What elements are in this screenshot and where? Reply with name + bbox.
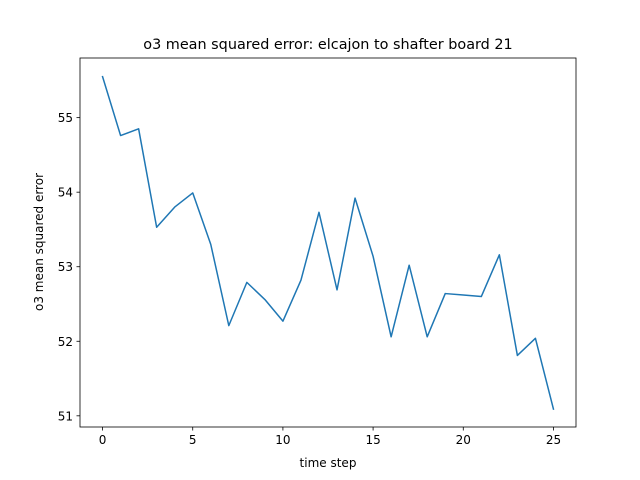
x-tick-label: 10 xyxy=(275,433,290,447)
y-tick-label: 55 xyxy=(58,111,73,125)
x-axis-label: time step xyxy=(300,456,357,470)
axes-frame xyxy=(79,57,577,428)
y-tick-label: 51 xyxy=(58,409,73,423)
plot-area: 0 5 10 15 20 25 51 52 53 54 55 xyxy=(58,57,577,447)
series-line-0 xyxy=(101,75,555,411)
x-tick-label: 5 xyxy=(189,433,197,447)
x-tick-label: 20 xyxy=(456,433,471,447)
y-tick-label: 53 xyxy=(58,260,73,274)
chart-title: o3 mean squared error: elcajon to shafte… xyxy=(143,37,512,53)
y-tick-label: 52 xyxy=(58,335,73,349)
x-tick-label: 25 xyxy=(546,433,561,447)
y-axis-label: o3 mean squared error xyxy=(32,173,46,311)
x-tick-label: 15 xyxy=(365,433,380,447)
y-tick-label: 54 xyxy=(58,186,73,200)
x-tick-label: 0 xyxy=(99,433,107,447)
